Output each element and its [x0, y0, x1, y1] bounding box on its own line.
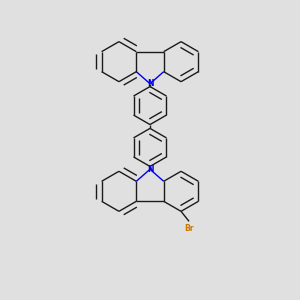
- Text: Br: Br: [184, 224, 194, 233]
- Text: N: N: [147, 79, 153, 88]
- Text: N: N: [147, 165, 153, 174]
